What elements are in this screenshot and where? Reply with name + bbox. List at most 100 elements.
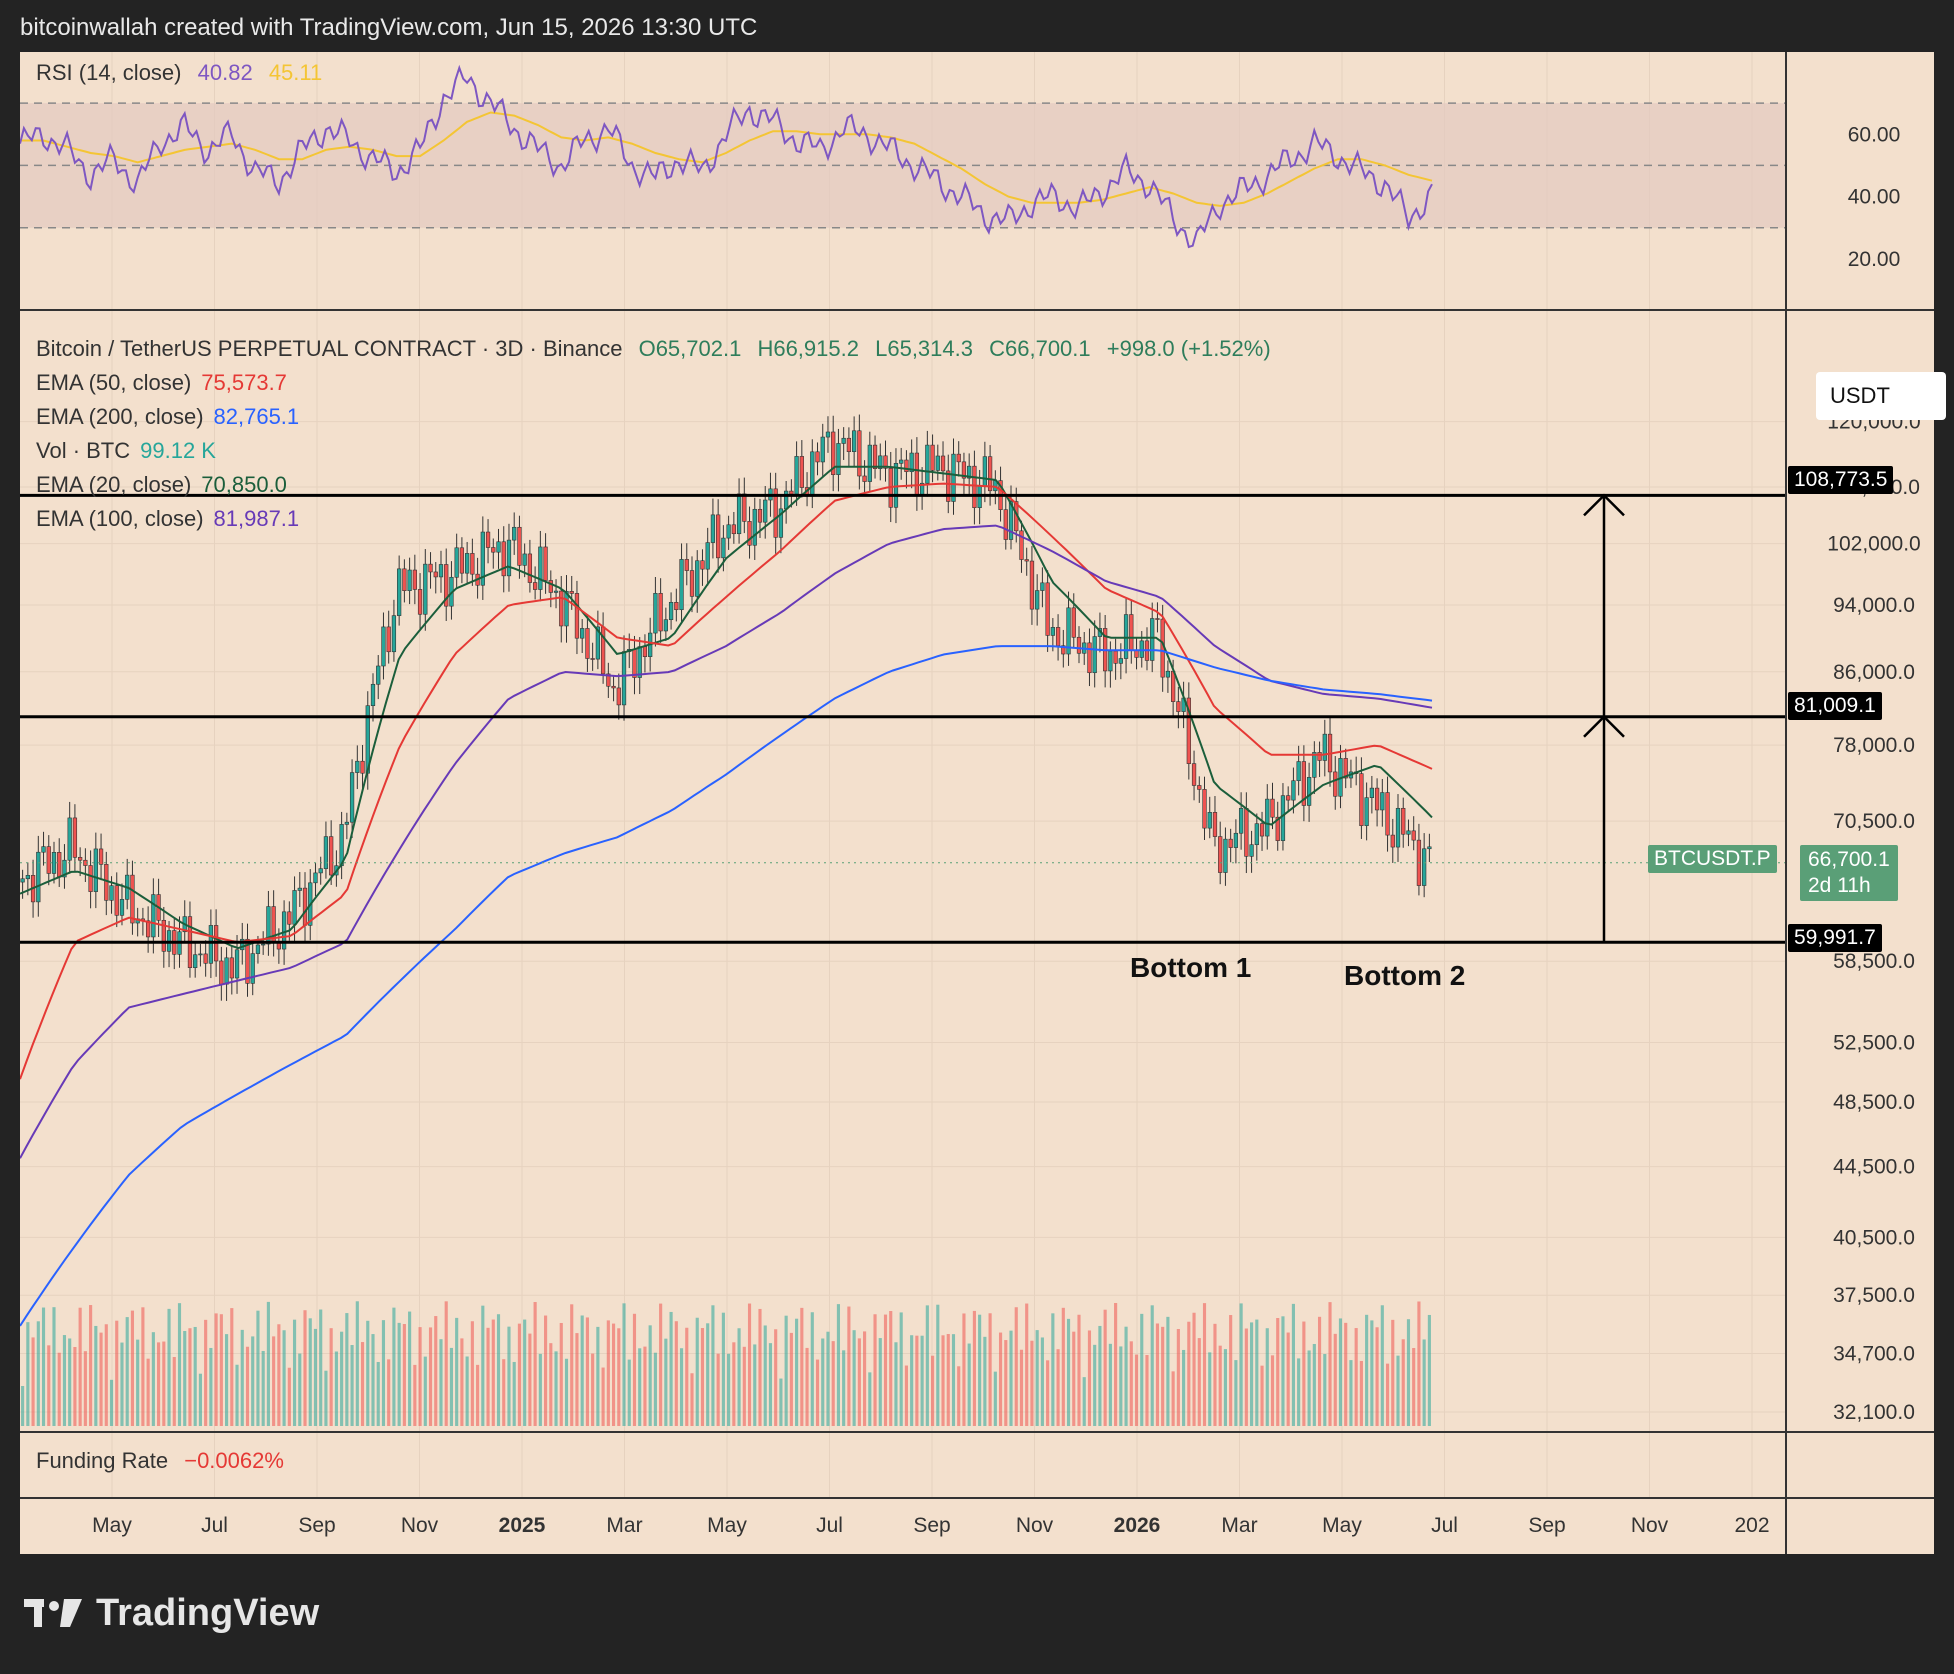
- volume-bar: [62, 1335, 67, 1426]
- volume-bar: [444, 1301, 448, 1426]
- candle-body: [46, 846, 51, 874]
- volume-bar: [805, 1347, 809, 1426]
- volume-bar: [392, 1307, 396, 1426]
- volume-bar: [899, 1312, 903, 1426]
- volume-bar: [261, 1350, 265, 1426]
- candle-body: [1395, 807, 1401, 848]
- candle-body: [480, 531, 485, 586]
- volume-bar: [329, 1328, 333, 1426]
- candle-body: [145, 920, 151, 938]
- candle-body: [219, 960, 224, 985]
- volume-bar: [857, 1338, 861, 1426]
- volume-bar: [313, 1328, 318, 1426]
- time-axis-label: Jul: [1431, 1514, 1458, 1537]
- candle-body: [716, 514, 721, 559]
- indicator-ema100: EMA (100, close) 81,987.1: [36, 506, 300, 531]
- candle-body: [250, 953, 255, 984]
- ema-line: [20, 482, 1433, 1080]
- candle-body: [1118, 658, 1123, 664]
- candle-body: [585, 628, 590, 659]
- volume-bar: [685, 1327, 689, 1426]
- candle-body: [778, 508, 784, 538]
- volume-bar: [978, 1314, 982, 1426]
- volume-bar: [1056, 1349, 1060, 1426]
- candle-body: [501, 541, 506, 577]
- price-axis-label: 102,000.0: [1827, 533, 1920, 556]
- volume-bar: [1134, 1354, 1139, 1426]
- volume-bar: [136, 1339, 140, 1426]
- volume-bar: [68, 1338, 72, 1426]
- volume-bar: [272, 1336, 276, 1426]
- tradingview-logo-icon: [24, 1598, 82, 1627]
- candle-body: [1061, 645, 1066, 655]
- volume-bar: [1385, 1363, 1390, 1426]
- volume-bar: [198, 1373, 202, 1426]
- volume-bar: [1333, 1333, 1337, 1426]
- candle-body: [831, 431, 836, 475]
- candle-body: [444, 564, 449, 607]
- volume-bar: [679, 1348, 684, 1426]
- candle-body: [391, 615, 397, 653]
- candle-body: [548, 580, 553, 593]
- volume-bar: [1129, 1341, 1133, 1426]
- candle-body: [773, 488, 778, 538]
- time-axis-label: Sep: [913, 1514, 950, 1537]
- candle-body: [1035, 590, 1040, 610]
- last-price: 66,700.1: [1808, 848, 1890, 871]
- volume-bar: [988, 1313, 992, 1426]
- candle-body: [705, 542, 710, 570]
- candle-body: [370, 683, 376, 706]
- volume-bar: [1087, 1330, 1092, 1426]
- candle-body: [465, 553, 470, 574]
- annotation-bottom1: Bottom 1: [1130, 952, 1252, 983]
- candle-body: [956, 453, 961, 463]
- candle-body: [757, 508, 763, 523]
- volume-bar: [941, 1335, 945, 1426]
- candle-body: [349, 772, 355, 823]
- candle-body: [161, 919, 166, 952]
- candle-body: [867, 444, 872, 482]
- candle-body: [281, 911, 287, 950]
- volume-bar: [507, 1326, 511, 1426]
- volume-bar: [1223, 1349, 1227, 1426]
- volume-bar: [972, 1310, 976, 1426]
- candle-body: [266, 906, 271, 945]
- candle-body: [899, 459, 904, 464]
- candle-body: [1333, 771, 1338, 797]
- volume-bar: [774, 1329, 778, 1426]
- candle-body: [355, 760, 360, 773]
- ema-line: [20, 524, 1433, 1159]
- candle-body: [506, 539, 512, 577]
- volume-bar: [423, 1356, 427, 1426]
- candle-body: [726, 524, 731, 539]
- candle-body: [679, 559, 684, 611]
- volume-bar: [1250, 1322, 1254, 1426]
- volume-bar: [57, 1352, 61, 1426]
- rsi-legend-ma: 45.11: [268, 60, 323, 85]
- currency-selector[interactable]: USDT: [1816, 372, 1946, 420]
- volume-bar: [998, 1332, 1003, 1426]
- volume-bar: [1124, 1326, 1128, 1426]
- volume-bar: [1009, 1330, 1013, 1426]
- volume-bar: [1004, 1340, 1008, 1426]
- volume-bar: [481, 1305, 485, 1426]
- volume-bar: [653, 1352, 657, 1426]
- volume-bar: [397, 1322, 401, 1426]
- volume-bar: [256, 1310, 260, 1426]
- volume-bar: [1192, 1312, 1196, 1426]
- volume-bar: [1255, 1319, 1259, 1426]
- volume-bar: [52, 1307, 56, 1426]
- volume-bar: [125, 1317, 129, 1426]
- volume-bar: [904, 1365, 908, 1426]
- candle-body: [1076, 636, 1082, 654]
- candle-body: [616, 687, 621, 706]
- volume-bar: [878, 1338, 882, 1426]
- candle-body: [930, 444, 935, 471]
- time-axis-label: Mar: [606, 1514, 642, 1537]
- volume-bar: [209, 1347, 213, 1426]
- volume-bar: [157, 1342, 161, 1426]
- indicator-ema200: EMA (200, close) 82,765.1: [36, 404, 300, 429]
- candle-body: [376, 665, 381, 685]
- volume-bar: [1370, 1320, 1374, 1426]
- volume-bar: [758, 1308, 762, 1426]
